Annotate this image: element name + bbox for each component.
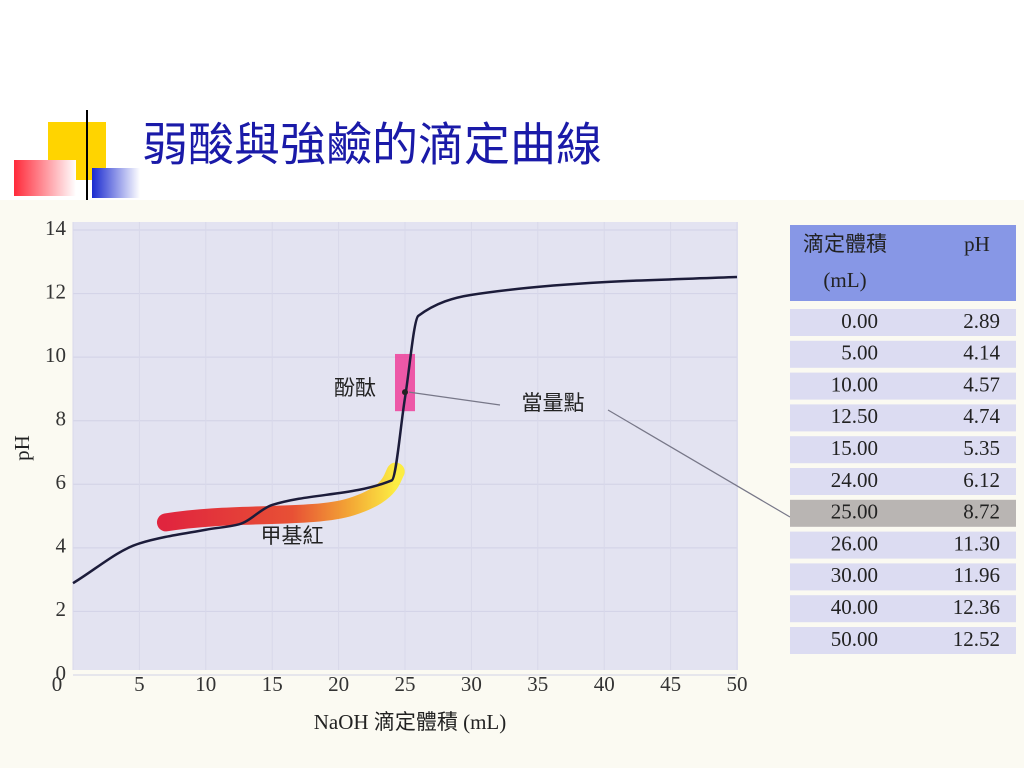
table-header-bg [790,225,1016,301]
x-tick-label: 40 [594,672,615,696]
table-row [790,404,1016,432]
table-row [790,627,1016,654]
table-row [790,468,1016,495]
x-tick-label: 45 [660,672,681,696]
table-cell: 12.36 [953,595,1000,619]
table-cell: 40.00 [831,595,878,619]
table-cell: 6.12 [963,468,1000,492]
y-tick-label: 14 [45,216,67,240]
table-header: (mL) [823,268,866,292]
annotation: 甲基紅 [261,524,324,548]
table-cell: 12.50 [831,404,878,428]
y-tick-label: 0 [56,661,67,685]
table-cell: 8.72 [963,500,1000,524]
annotation: 當量點 [522,391,585,415]
equivalence-dot [402,389,408,396]
y-tick-label: 10 [45,343,66,367]
x-tick-label: 35 [527,672,548,696]
x-tick-label: 25 [395,672,416,696]
table-row [790,531,1016,559]
table-row [790,436,1016,464]
table-header: 滴定體積 [803,232,887,256]
table-row [790,309,1016,336]
slide-title: 弱酸與強鹼的滴定曲線 [142,120,602,171]
x-tick-label: 50 [727,672,748,696]
x-tick-label: 20 [328,672,349,696]
table-cell: 26.00 [831,531,878,555]
x-tick-label: 30 [461,672,482,696]
table-cell: 11.30 [954,531,1000,555]
table-row [790,372,1016,400]
y-tick-label: 6 [56,470,67,494]
table-header: pH [964,232,990,256]
x-tick-label: 5 [134,672,145,696]
deco-bar [92,168,140,198]
leader-line [408,391,501,406]
y-tick-label: 12 [45,279,66,303]
table-cell: 50.00 [831,627,878,651]
table-cell: 24.00 [831,468,878,492]
table-cell: 25.00 [831,500,878,524]
table-cell: 0.00 [841,309,878,333]
y-axis-label: pH [10,435,34,461]
table-cell: 5.35 [963,436,1000,460]
table-cell: 4.14 [963,341,1000,365]
titration-curve [72,275,738,585]
annotation: 酚酞 [334,376,376,400]
table-row [790,499,1016,527]
table-row [790,340,1016,368]
x-tick-label: 10 [195,672,216,696]
table-cell: 10.00 [831,372,878,396]
x-tick-label: 15 [262,672,283,696]
table-cell: 5.00 [841,341,878,365]
table-cell: 15.00 [831,436,878,460]
table-cell: 4.74 [963,404,1000,428]
x-tick-label: 0 [52,672,63,696]
table-cell: 12.52 [953,627,1000,651]
y-tick-label: 2 [56,597,67,621]
y-tick-label: 4 [56,534,67,558]
deco-bar [14,160,76,196]
table-cell: 4.57 [963,372,1000,396]
methyl-red-range [156,462,405,532]
x-axis-label: NaOH 滴定體積 (mL) [314,710,506,734]
leader-line [607,409,791,518]
table-cell: 11.96 [954,563,1000,587]
y-tick-label: 8 [56,407,67,431]
table-row [790,595,1016,623]
table-cell: 30.00 [831,563,878,587]
table-row [790,563,1016,591]
table-cell: 2.89 [963,309,1000,333]
